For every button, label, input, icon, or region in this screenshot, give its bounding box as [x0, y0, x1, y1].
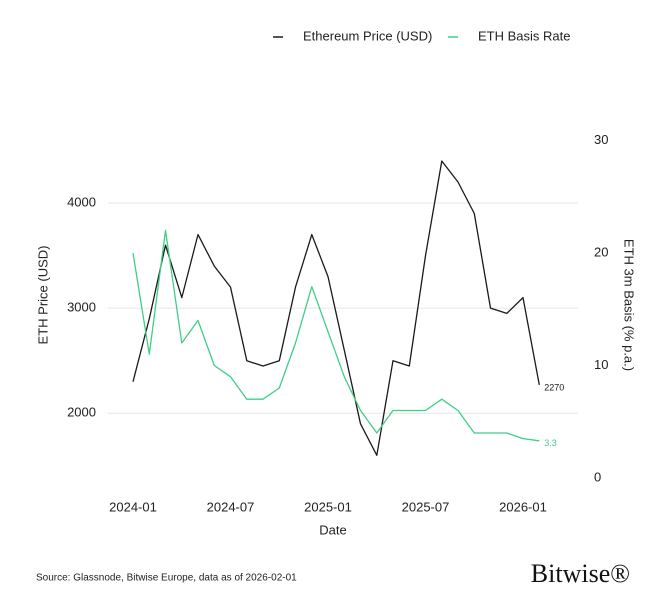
end-label: 2270 — [544, 382, 564, 392]
legend-label: Ethereum Price (USD) — [303, 28, 432, 43]
y2-tick-label: 0 — [594, 469, 601, 484]
series-line — [132, 160, 540, 456]
y2-tick-label: 10 — [594, 357, 608, 372]
series-line — [132, 229, 540, 442]
legend-label: ETH Basis Rate — [478, 28, 570, 43]
logo: Bitwise® — [531, 559, 630, 588]
source-note: Source: Glassnode, Bitwise Europe, data … — [36, 573, 297, 584]
x-axis-label: Date — [319, 522, 346, 537]
x-tick-label: 2026-01 — [499, 499, 547, 514]
x-tick-label: 2025-07 — [402, 499, 450, 514]
y-tick-label: 4000 — [67, 194, 96, 209]
x-tick-label: 2024-01 — [109, 499, 157, 514]
end-label: 3.3 — [544, 438, 557, 448]
y-tick-label: 2000 — [67, 405, 96, 420]
y-axis-label: ETH Price (USD) — [35, 246, 50, 345]
y2-tick-label: 20 — [594, 244, 608, 259]
y2-tick-label: 30 — [594, 132, 608, 147]
y-tick-label: 3000 — [67, 300, 96, 315]
x-tick-label: 2024-07 — [207, 499, 255, 514]
y2-axis-label: ETH 3m Basis (% p.a.) — [622, 239, 637, 371]
x-tick-label: 2025-01 — [304, 499, 352, 514]
